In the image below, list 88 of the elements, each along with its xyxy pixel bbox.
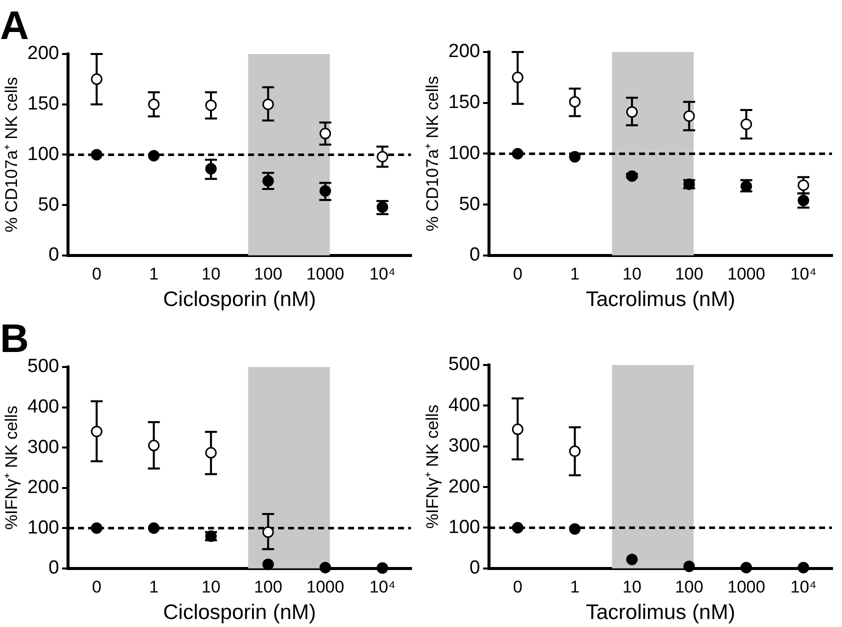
y-tick-label: 100 [448, 516, 480, 538]
x-tick-label: 1000 [306, 577, 344, 596]
y-tick-label: 150 [27, 94, 60, 115]
point [376, 150, 388, 162]
y-axis-title: %IFNγ⁺ NK cells [2, 406, 21, 530]
y-tick-label: 0 [48, 244, 60, 266]
y-tick-label: 400 [27, 396, 60, 418]
point [320, 562, 332, 574]
point [569, 96, 581, 108]
point [626, 554, 638, 566]
point [740, 562, 752, 574]
point [626, 106, 638, 118]
point [262, 98, 274, 110]
x-tick-label: 100 [254, 577, 282, 596]
x-tick-label: 1 [149, 577, 159, 596]
x-tick-label: 1000 [727, 577, 766, 596]
y-tick-label: 200 [448, 476, 480, 498]
point [512, 424, 524, 436]
y-tick-label: 50 [38, 194, 60, 216]
x-tick-label: 0 [512, 577, 522, 596]
y-axis-title: %IFNγ⁺ NK cells [422, 404, 442, 529]
y-tick-label: 200 [27, 43, 60, 64]
y-tick-label: 100 [27, 144, 60, 165]
x-tick-label: 10 [202, 577, 220, 596]
point [148, 440, 160, 452]
x-tick-label: 100 [674, 264, 704, 284]
point [512, 148, 524, 160]
point [798, 562, 810, 574]
point [262, 558, 274, 570]
point [205, 447, 217, 459]
x-tick-label: 10 [622, 264, 642, 284]
x-tick-label: 10⁴ [369, 264, 396, 284]
point [90, 522, 102, 534]
y-tick-label: 300 [27, 436, 60, 458]
x-axis-title: Tacrolimus (nM) [586, 601, 736, 624]
x-tick-label: 0 [512, 264, 522, 284]
chart-title: B [0, 317, 29, 362]
y-tick-label: 500 [448, 354, 480, 376]
point [569, 151, 581, 162]
point [683, 110, 695, 122]
x-axis-title: Tacrolimus (nM) [586, 288, 736, 312]
y-tick-label: 300 [448, 436, 480, 457]
point [569, 445, 581, 457]
y-axis-title: % CD107a⁺ NK cells [2, 77, 21, 232]
point [205, 100, 217, 112]
y-tick-label: 500 [27, 356, 60, 378]
y-tick-label: 400 [448, 394, 480, 416]
point [320, 128, 332, 140]
point [626, 170, 638, 182]
x-tick-label: 1000 [306, 264, 344, 284]
point [512, 522, 524, 534]
point [512, 72, 524, 84]
point [376, 562, 388, 574]
x-tick-label: 1000 [727, 264, 766, 284]
point [262, 526, 274, 538]
x-axis-title: Ciclosporin (nM) [163, 288, 316, 312]
x-tick-label: 1 [570, 264, 580, 284]
point [148, 522, 160, 534]
x-tick-label: 0 [92, 264, 102, 284]
x-axis-title: Ciclosporin (nM) [163, 601, 316, 624]
x-tick-label: 10⁴ [369, 577, 396, 596]
point [796, 192, 810, 209]
point [683, 560, 695, 572]
point [740, 118, 752, 130]
point [569, 523, 581, 535]
x-tick-label: 1 [149, 264, 159, 284]
point [148, 98, 160, 110]
chart-title: A [0, 4, 29, 48]
y-tick-label: 100 [448, 142, 480, 164]
x-tick-label: 100 [674, 577, 704, 596]
x-tick-label: 10 [202, 264, 220, 284]
point [90, 73, 102, 85]
y-tick-label: 50 [458, 194, 480, 215]
y-axis-title: % CD107a⁺ NK cells [422, 76, 442, 232]
y-tick-label: 100 [27, 517, 60, 538]
x-tick-label: 0 [92, 577, 102, 596]
y-tick-label: 0 [470, 244, 480, 266]
x-tick-label: 10⁴ [790, 264, 817, 284]
x-tick-label: 10 [622, 577, 642, 596]
x-tick-label: 1 [570, 577, 580, 596]
point [90, 426, 102, 438]
y-tick-label: 200 [448, 41, 480, 62]
y-tick-label: 0 [48, 558, 60, 579]
x-tick-label: 100 [254, 264, 282, 284]
y-tick-label: 0 [470, 558, 480, 579]
y-tick-label: 200 [27, 477, 60, 498]
y-tick-label: 150 [448, 92, 480, 114]
x-tick-label: 10⁴ [790, 577, 817, 596]
